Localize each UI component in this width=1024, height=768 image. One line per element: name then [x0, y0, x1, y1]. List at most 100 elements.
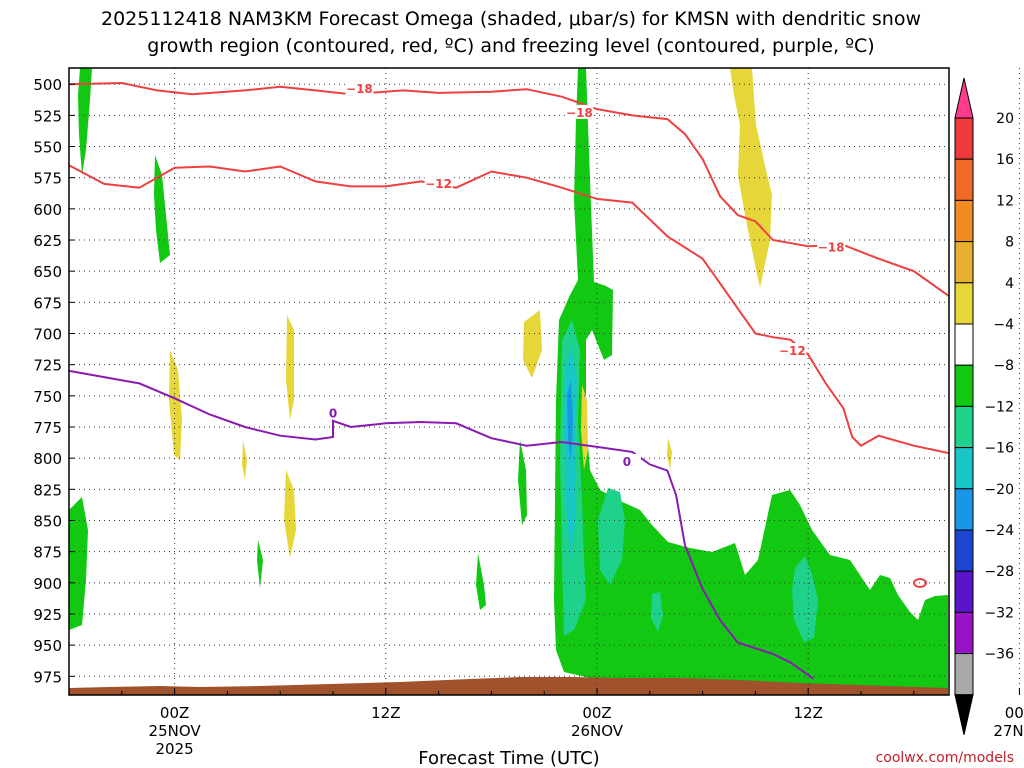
y-tick-label: 625: [33, 232, 62, 250]
x-tick-label: 27NOV: [993, 722, 1024, 740]
colorbar-level-label: 20: [996, 111, 1014, 127]
colorbar-level-label: −12: [984, 399, 1014, 415]
colorbar-level-label: −8: [993, 358, 1014, 374]
contour-label-bg: [319, 405, 347, 420]
y-tick-label: 500: [33, 76, 62, 94]
omega-yellow-region-center2: [581, 385, 588, 470]
contour-label-bg: [778, 342, 807, 357]
omega-yellow-region-mid: [286, 315, 294, 420]
omega-yellow-region-left: [169, 350, 182, 460]
y-tick-label: 825: [33, 481, 62, 499]
omega-blue-region-core: [567, 380, 573, 460]
x-tick-label: 00Z: [1005, 704, 1024, 722]
omega-yellow-region-top-right: [730, 68, 772, 288]
grid-lines: [69, 68, 1020, 695]
colorbar-swatch: [954, 488, 974, 531]
omega-yellow-region-center: [523, 310, 542, 378]
y-tick-label: 550: [33, 139, 62, 157]
colorbar: 20 16 12 8 4 −4 −8 −12 −16 −20 −24 −28 −32 −36: [954, 77, 1014, 735]
contour-line: [69, 369, 815, 680]
colorbar-swatch: [954, 282, 974, 325]
omega-teal-region-mid: [598, 488, 625, 585]
y-tick-label: 650: [33, 263, 62, 281]
y-tick-label: 675: [33, 294, 62, 312]
contour-label-bg: [817, 239, 846, 254]
y-tick-label: 800: [33, 450, 62, 468]
omega-teal-region-right: [792, 556, 818, 642]
colorbar-level-label: 12: [996, 193, 1014, 209]
y-tick-label: 725: [33, 357, 62, 375]
contour-label: −18: [346, 82, 373, 96]
contour-label: −12: [425, 177, 452, 191]
contour-label-bg: [424, 175, 453, 190]
contour-labels: −18 −18 −18 −12 −12 0 0: [319, 81, 846, 469]
contour-line: [69, 164, 949, 455]
site-credit: coolwx.com/models: [876, 750, 1014, 766]
x-tick-label: 12Z: [794, 704, 823, 722]
y-tick-label: 925: [33, 606, 62, 624]
plot-frame: [68, 67, 950, 696]
colorbar-cap-top: [954, 77, 974, 119]
x-tick-label: 12Z: [371, 704, 400, 722]
omega-green-region-left-mid: [154, 155, 170, 263]
x-tick-label: 25NOV: [149, 722, 202, 740]
x-tick-label: 00Z: [582, 704, 611, 722]
x-tick-label: 2025: [156, 740, 194, 758]
contour-label-bg: [612, 453, 641, 468]
y-tick-label: 750: [33, 388, 62, 406]
colorbar-level-label: −4: [993, 317, 1014, 333]
y-tick-label: 975: [33, 668, 62, 686]
omega-green-region-small2: [476, 553, 486, 610]
contour-label: −18: [818, 240, 845, 254]
omega-green-region-left-low: [69, 497, 88, 630]
contour-line: [69, 81, 949, 298]
y-tick-label: 600: [33, 201, 62, 219]
y-tick-label: 775: [33, 419, 62, 437]
contour-label: −18: [566, 106, 593, 120]
omega-teal-region-mid2: [651, 592, 663, 632]
colorbar-level-label: 8: [1005, 235, 1014, 251]
colorbar-level-label: −24: [984, 523, 1014, 539]
contour-label-bg: [565, 104, 594, 119]
colorbar-swatch: [954, 158, 974, 201]
y-tick-label: 575: [33, 170, 62, 188]
colorbar-swatch: [954, 199, 974, 243]
colorbar-level-label: 4: [1005, 276, 1014, 292]
omega-yellow-region-small2: [667, 438, 672, 470]
colorbar-level-label: −36: [984, 647, 1014, 663]
y-tick-label: 700: [33, 326, 62, 344]
colorbar-level-label: 16: [996, 152, 1014, 168]
chart-title-line2: growth region (contoured, red, ºC) and f…: [147, 35, 874, 57]
x-tick-label: 00Z: [160, 704, 189, 722]
contour-label: 0: [623, 455, 631, 469]
colorbar-swatch: [954, 241, 974, 284]
colorbar-swatch: [954, 611, 974, 655]
omega-green-region-small3: [518, 440, 527, 525]
x-tick-label: 26NOV: [571, 722, 624, 740]
omega-green-region-upper-left: [78, 68, 92, 175]
y-tick-label: 850: [33, 512, 62, 530]
colorbar-swatch: [954, 405, 974, 449]
omega-shading: [69, 68, 948, 688]
omega-yellow-region-mid-low: [284, 470, 296, 558]
omega-green-region-column: [554, 68, 948, 688]
colorbar-swatch: [954, 529, 974, 572]
colorbar-swatch: [954, 447, 974, 490]
contour-label: 0: [329, 406, 337, 420]
colorbar-swatch: [954, 323, 974, 366]
x-axis: 00Z25NOV202512Z00Z26NOV12Z00Z27NOV: [121, 688, 1024, 758]
colorbar-swatch: [954, 117, 974, 160]
terrain-surface: [69, 677, 948, 695]
colorbar-swatch: [954, 653, 974, 696]
y-tick-label: 875: [33, 544, 62, 562]
omega-green-region-small: [257, 540, 263, 588]
temperature-contours: [69, 81, 949, 680]
y-tick-label: 525: [33, 107, 62, 125]
x-axis-label: Forecast Time (UTC): [418, 748, 599, 768]
colorbar-level-label: −20: [984, 482, 1014, 498]
contour-small-ring: [913, 578, 927, 588]
y-tick-label: 900: [33, 575, 62, 593]
y-tick-label: 950: [33, 637, 62, 655]
contour-label-bg: [345, 81, 374, 96]
